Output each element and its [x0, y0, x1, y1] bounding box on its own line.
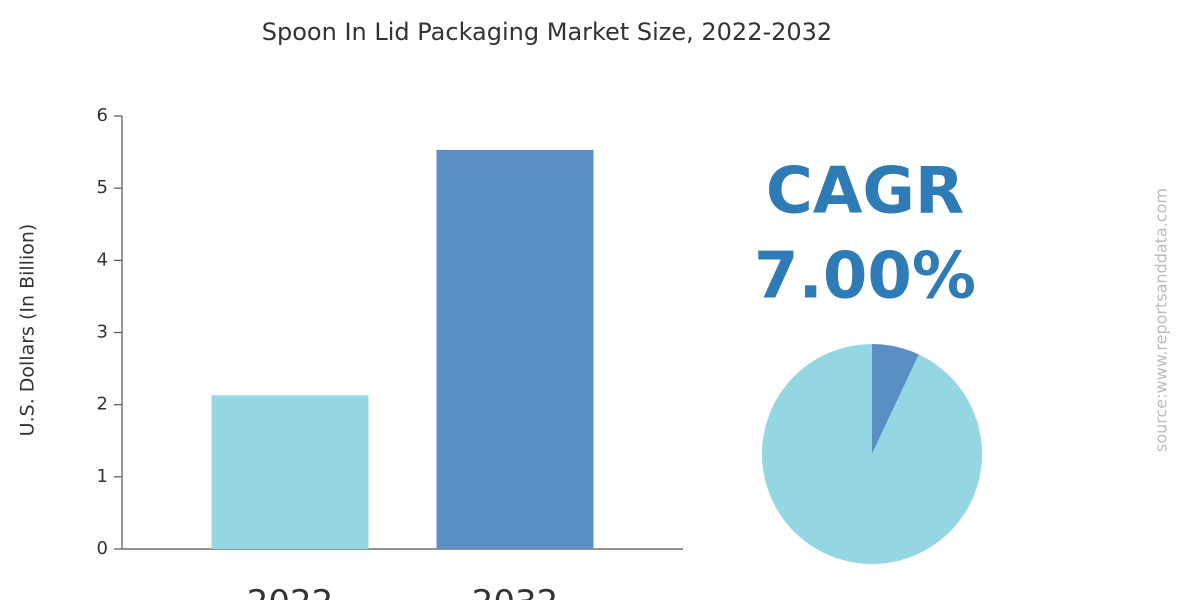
bar [211, 395, 369, 549]
cagr-value: 7.00% [754, 240, 976, 314]
y-tick-label: 2 [97, 394, 108, 415]
chart-title: Spoon In Lid Packaging Market Size, 2022… [262, 18, 832, 46]
y-tick-label: 6 [97, 105, 108, 126]
bar [436, 149, 594, 549]
pie-slice [872, 344, 919, 454]
y-tick-label: 5 [97, 177, 108, 198]
y-tick-label: 0 [97, 538, 108, 559]
y-tick-label: 3 [97, 322, 108, 343]
x-tick-label: 2032 [472, 583, 559, 600]
source: source:www.reportsanddata.com [1152, 188, 1171, 452]
y-tick-label: 4 [97, 249, 108, 270]
pie-slice [761, 344, 982, 564]
y-axis-label: U.S. Dollars (In Billion) [17, 224, 39, 437]
x-tick-label: 2022 [247, 583, 334, 600]
y-tick-label: 1 [97, 466, 108, 487]
cagr-title: CAGR [766, 155, 964, 229]
